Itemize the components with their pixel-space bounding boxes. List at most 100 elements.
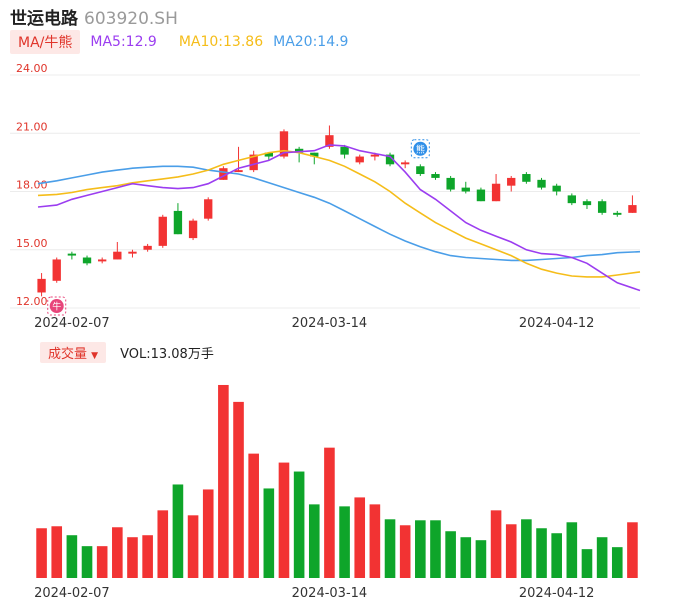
candle-body: [507, 177, 516, 186]
volume-bar: [384, 519, 396, 578]
volume-bar: [536, 528, 547, 578]
volume-toggle-button[interactable]: 成交量 ▼: [40, 341, 107, 363]
volume-bar: [551, 533, 562, 578]
volume-bar: [233, 401, 244, 578]
volume-value: VOL:13.08万手: [120, 346, 214, 362]
volume-bar: [430, 520, 441, 578]
volume-bar: [581, 549, 593, 578]
volume-date-axis: 2024-02-07 2024-03-14 2024-04-12: [34, 586, 594, 601]
candle-body: [552, 185, 561, 192]
moving-average-lines: [37, 144, 641, 292]
volume-bar: [324, 447, 335, 578]
candle-body: [401, 162, 410, 165]
stock-name: 世运电路: [10, 9, 78, 29]
stock-code: 603920.SH: [84, 9, 178, 29]
x-tick-label: 2024-03-14: [292, 586, 368, 601]
candle-body: [98, 259, 107, 262]
volume-bar: [96, 546, 108, 578]
candle-body: [431, 174, 440, 178]
volume-bar: [308, 504, 320, 578]
ma20-legend: MA20:14.9: [273, 34, 349, 50]
candle-body: [82, 257, 92, 264]
candle-body: [597, 201, 607, 213]
price-date-axis: 2024-02-07 2024-03-14 2024-04-12: [34, 316, 594, 331]
ma-toggle-button[interactable]: MA/牛熊: [10, 30, 81, 54]
volume-bar: [172, 484, 184, 578]
volume-bar: [596, 537, 608, 578]
volume-series: [36, 384, 638, 578]
volume-bar: [460, 537, 472, 578]
candle-body: [491, 183, 501, 202]
y-tick-label: 18.00: [16, 179, 48, 192]
candle-body: [340, 146, 349, 155]
x-tick-label: 2024-02-07: [34, 316, 110, 331]
candle-body: [67, 253, 77, 256]
volume-bar: [399, 525, 411, 578]
candle-body: [37, 278, 46, 293]
candle-body: [446, 177, 455, 190]
ma5-legend: MA5:12.9: [90, 34, 157, 50]
volume-bar: [293, 471, 305, 578]
candle-body: [567, 195, 576, 204]
y-tick-label: 15.00: [16, 237, 48, 250]
x-tick-label: 2024-03-14: [292, 316, 368, 331]
price-grid: [10, 74, 640, 309]
volume-bar: [369, 504, 381, 578]
volume-bar: [187, 515, 199, 578]
candle-body: [310, 152, 319, 157]
volume-bar: [278, 462, 290, 578]
candle-body: [385, 154, 395, 165]
sell-marker-icon: 熊: [410, 139, 430, 159]
volume-bar: [36, 528, 47, 578]
x-tick-label: 2024-04-12: [519, 586, 595, 601]
marker-badge: [49, 299, 64, 314]
candle-body: [476, 189, 486, 202]
volume-bar: [157, 510, 169, 578]
volume-bar: [445, 531, 456, 578]
volume-bar: [475, 540, 487, 578]
volume-button-label: 成交量: [48, 346, 88, 362]
signal-markers: 牛熊: [47, 139, 430, 316]
volume-bar: [263, 488, 275, 578]
marker-label: 牛: [52, 301, 61, 313]
candle-body: [294, 148, 304, 153]
candle-body: [113, 251, 122, 260]
buy-marker-icon: 牛: [47, 296, 67, 316]
volume-bar: [248, 453, 259, 578]
y-tick-label: 21.00: [16, 120, 48, 133]
candle-body: [628, 205, 637, 213]
candle-body: [52, 259, 61, 281]
candle-body: [188, 220, 198, 239]
volume-legend: 成交量 ▼ VOL:13.08万手: [40, 341, 214, 363]
volume-bar: [339, 506, 350, 578]
candle-body: [143, 245, 152, 250]
ma10-line: [37, 149, 641, 278]
price-axis: 24.00 21.00 18.00 15.00 12.00: [16, 62, 48, 308]
volume-bar: [505, 524, 517, 578]
candle-body: [355, 156, 364, 163]
volume-bar: [611, 547, 623, 578]
candle-body: [128, 251, 137, 254]
candle-body: [325, 135, 334, 147]
candle-body: [264, 152, 273, 157]
volume-bar: [566, 522, 578, 578]
candle-body: [234, 170, 243, 173]
marker-label: 熊: [416, 143, 425, 155]
volume-bar: [218, 384, 229, 578]
volume-bar: [112, 527, 123, 578]
ma-legend: MA/牛熊 MA5:12.9 MA10:13.86 MA20:14.9: [10, 30, 348, 54]
volume-bar: [354, 497, 366, 578]
candle-body: [537, 179, 546, 188]
x-tick-label: 2024-04-12: [519, 316, 595, 331]
volume-bar: [415, 520, 426, 578]
candle-body: [219, 168, 228, 180]
candle-body: [173, 210, 183, 235]
candle-body: [613, 212, 622, 215]
volume-bar: [127, 537, 138, 578]
dropdown-arrow-icon: ▼: [91, 350, 99, 361]
volume-bar: [66, 535, 78, 578]
volume-bar: [202, 489, 214, 578]
x-tick-label: 2024-02-07: [34, 586, 110, 601]
candle-body: [204, 199, 213, 219]
